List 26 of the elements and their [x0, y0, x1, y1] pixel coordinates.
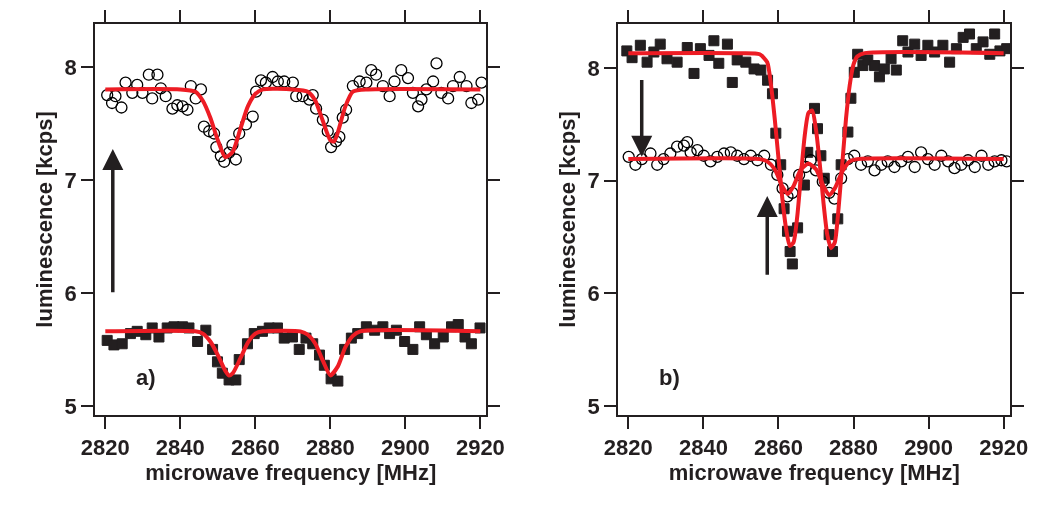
y-tick-label: 8: [587, 55, 600, 81]
x-tick-label: 2820: [603, 435, 653, 461]
y-axis-title: luminescence [kcps]: [554, 111, 580, 328]
x-tick-label: 2860: [230, 435, 280, 461]
y-tick-label: 6: [587, 280, 600, 306]
x-tick-label: 2840: [678, 435, 728, 461]
y-tick-label: 5: [587, 393, 600, 419]
x-tick-label: 2840: [155, 435, 205, 461]
x-axis-title: microwave frequency [MHz]: [668, 460, 960, 486]
x-tick-label: 2920: [455, 435, 505, 461]
x-axis-title: microwave frequency [MHz]: [145, 460, 437, 486]
y-tick-label: 5: [64, 393, 77, 419]
x-tick-label: 2900: [904, 435, 954, 461]
x-tick-label: 2880: [829, 435, 879, 461]
y-tick-label: 6: [64, 280, 77, 306]
y-tick-label: 7: [587, 168, 600, 194]
y-tick-label: 8: [64, 54, 77, 80]
y-axis-title: luminescence [kcps]: [31, 111, 57, 328]
annotation: a): [136, 365, 156, 390]
x-tick-label: 2900: [380, 435, 430, 461]
x-tick-label: 2860: [753, 435, 803, 461]
annotation: b): [659, 365, 680, 390]
x-tick-label: 2820: [80, 435, 130, 461]
x-tick-label: 2880: [305, 435, 355, 461]
y-tick-label: 7: [64, 167, 77, 193]
x-tick-label: 2920: [979, 435, 1029, 461]
